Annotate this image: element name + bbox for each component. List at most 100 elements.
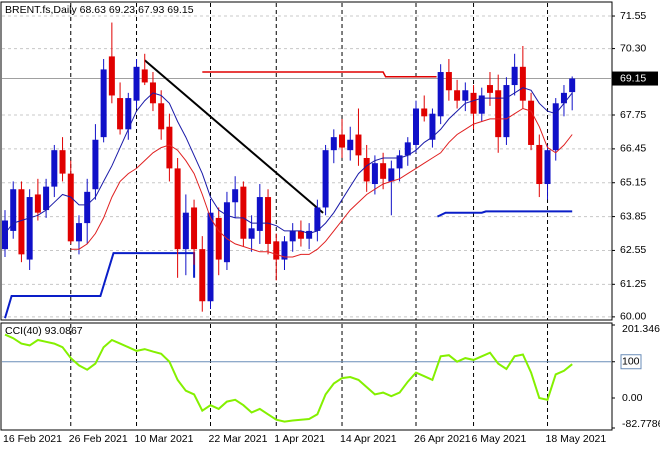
candle-body: [191, 207, 198, 250]
candle-body: [322, 150, 329, 208]
candle-body: [560, 92, 567, 104]
cci-line: [4, 333, 573, 423]
cci-title: CCI(40) 93.0867: [5, 325, 83, 337]
y-tick-label: 100: [622, 356, 640, 368]
moving-average: [70, 107, 573, 258]
candle-body: [10, 189, 17, 231]
y-tick-label: 71.55: [620, 10, 646, 22]
candle-body: [166, 126, 173, 169]
candle-body: [248, 228, 255, 239]
candle-body: [117, 98, 124, 130]
candle-body: [347, 139, 354, 151]
candle-body: [26, 197, 33, 260]
x-tick-label: 22 Mar 2021: [209, 433, 268, 445]
x-tick-label: 16 Feb 2021: [3, 433, 62, 445]
candle-body: [84, 191, 91, 224]
y-tick-label: 70.30: [620, 42, 646, 54]
candle-body: [454, 90, 461, 101]
candle-body: [404, 142, 411, 156]
x-tick-label: 26 Feb 2021: [69, 433, 128, 445]
x-tick-label: 6 May 2021: [472, 433, 527, 445]
candle-body: [108, 56, 115, 96]
candle-body: [18, 189, 25, 255]
candle-body: [495, 90, 502, 138]
candle-body: [413, 108, 419, 145]
candle-body: [330, 137, 337, 151]
y-tick-label: 60.00: [620, 311, 646, 323]
moving-average: [4, 87, 573, 235]
candle-body: [437, 72, 444, 117]
candle-body: [478, 95, 485, 114]
candle-body: [511, 66, 518, 86]
candle-body: [158, 103, 165, 130]
drawn-line: [144, 59, 324, 214]
y-tick-label: 0.00: [622, 392, 643, 404]
candle-body: [51, 150, 58, 187]
candle-body: [470, 92, 477, 114]
candle-body: [429, 113, 436, 140]
level-box: [620, 354, 642, 370]
candle-body: [544, 150, 551, 185]
candle-body: [355, 134, 362, 156]
candle-body: [306, 230, 313, 239]
candle-body: [371, 163, 378, 185]
candle-body: [503, 85, 510, 138]
candle-body: [273, 241, 280, 260]
candle-body: [396, 155, 403, 169]
candle-body: [43, 186, 50, 211]
candle-body: [141, 69, 148, 83]
candle-body: [215, 217, 222, 260]
y-tick-label: 201.3468: [622, 323, 660, 335]
drawn-line: [436, 210, 573, 218]
candle-body: [528, 100, 535, 145]
candle-body: [519, 66, 526, 101]
candle-body: [289, 230, 296, 242]
x-tick-label: 14 Apr 2021: [340, 433, 397, 445]
candle-body: [34, 194, 41, 213]
x-tick-label: 1 Apr 2021: [274, 433, 325, 445]
candle-body: [339, 134, 346, 148]
cci-panel-frame: [0, 322, 613, 431]
y-tick-label: 62.55: [620, 244, 646, 256]
candle-body: [363, 157, 370, 182]
x-tick-label: 18 May 2021: [546, 433, 607, 445]
candle-body: [421, 108, 428, 117]
candle-body: [445, 72, 452, 91]
candle-body: [75, 223, 82, 242]
candle-body: [380, 163, 387, 179]
candle-body: [2, 220, 8, 250]
price-title: BRENT.fs,Daily 68.63 69.23 67.93 69.15: [5, 4, 194, 16]
y-tick-label: -82.7786: [622, 418, 660, 430]
x-tick-label: 26 Apr 2021: [414, 433, 471, 445]
candle-body: [199, 249, 206, 302]
candle-body: [536, 144, 543, 185]
candle-body: [281, 241, 288, 260]
y-tick-label: 65.15: [620, 177, 646, 189]
y-tick-label: 66.45: [620, 143, 646, 155]
candle-body: [92, 139, 99, 190]
candle-body: [125, 98, 132, 130]
price-box: [612, 71, 658, 86]
y-tick-label: 61.25: [620, 278, 646, 290]
candle-body: [174, 168, 181, 250]
price-box-label: 69.15: [620, 72, 646, 84]
price-panel-frame: [0, 1, 613, 321]
candle-body: [265, 197, 272, 244]
x-tick-label: 10 Mar 2021: [135, 433, 194, 445]
candle-body: [486, 85, 493, 93]
candle-body: [569, 78, 576, 93]
candle-body: [232, 189, 239, 203]
candle-body: [182, 212, 189, 250]
candle-body: [314, 207, 321, 231]
y-tick-label: 63.85: [620, 210, 646, 222]
candle-body: [207, 212, 214, 302]
candle-body: [240, 186, 247, 239]
candle-body: [59, 150, 66, 174]
candle-body: [67, 173, 74, 242]
candle-body: [223, 202, 230, 263]
candle-body: [552, 103, 559, 151]
